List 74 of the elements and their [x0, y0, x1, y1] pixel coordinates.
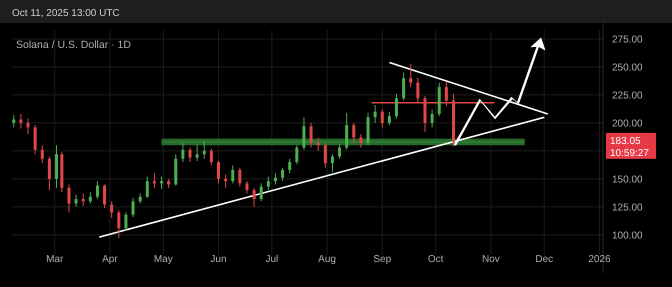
candlestick [88, 192, 92, 204]
x-tick-label: Oct [428, 254, 444, 265]
candlestick [281, 167, 284, 182]
candlestick [103, 184, 106, 208]
candlestick [302, 116, 306, 150]
x-tick-label: Sep [373, 254, 392, 265]
candlestick [288, 158, 292, 174]
y-tick-label: 225.00 [612, 90, 644, 102]
candlestick [132, 197, 135, 218]
candlestick [117, 210, 120, 239]
y-tick-label: 275.00 [612, 34, 644, 46]
x-tick-label: Aug [318, 254, 336, 265]
candlestick [409, 63, 412, 88]
candlestick [160, 176, 164, 190]
candlestick [395, 93, 398, 119]
candlestick [388, 111, 391, 126]
y-tick-label: 250.00 [612, 62, 644, 74]
candlestick [19, 113, 22, 130]
candlestick [338, 144, 342, 160]
candlestick [310, 122, 313, 148]
candlestick [430, 108, 434, 128]
candlestick [74, 194, 78, 208]
candlestick [316, 136, 320, 152]
candlestick [96, 180, 99, 200]
candlestick [48, 156, 51, 191]
x-tick-label: May [154, 254, 173, 265]
candlestick [252, 187, 256, 208]
candlestick [152, 172, 156, 188]
candlestick [40, 144, 44, 164]
candlestick [295, 144, 298, 165]
candlestick [210, 148, 213, 166]
candlestick [124, 212, 128, 231]
x-tick-label: Jun [210, 254, 227, 265]
candlestick [402, 72, 406, 102]
candlestick [196, 144, 199, 162]
candlestick [330, 154, 334, 173]
candlestick [245, 180, 248, 194]
x-tick-label: Dec [535, 254, 554, 265]
candlestick [110, 200, 114, 219]
candlestick [188, 147, 192, 163]
candlestick [26, 118, 30, 135]
candlestick [138, 192, 142, 204]
candlestick [181, 142, 184, 163]
text: Solana / U.S. Dollar · 1D [16, 39, 132, 51]
candlestick [345, 112, 348, 150]
x-tick-label: Jul [266, 254, 278, 265]
candlestick [12, 114, 16, 128]
text: 183.05 [610, 136, 642, 147]
candlestick [266, 176, 270, 191]
text: 10:59:27 [610, 148, 650, 159]
candlestick [146, 176, 149, 198]
candlestick [380, 108, 384, 128]
candlestick [374, 104, 377, 124]
candlestick [231, 164, 234, 184]
candlestick [324, 142, 327, 168]
y-tick-label: 125.00 [612, 202, 644, 214]
candlestick [67, 184, 70, 213]
x-tick-label: Nov [482, 254, 500, 265]
candlestick [34, 124, 37, 155]
candlestick [216, 160, 220, 184]
text: Oct 11, 2025 13:00 UTC [12, 8, 120, 19]
y-tick-label: 150.00 [612, 174, 644, 186]
x-tick-label: Mar [46, 254, 64, 265]
candlestick [352, 122, 356, 144]
candlestick [274, 172, 277, 185]
x-tick-label: Apr [102, 254, 118, 265]
candlestick [82, 192, 85, 206]
y-tick-label: 200.00 [612, 118, 644, 130]
candlestick [359, 134, 362, 148]
candlestick [238, 167, 242, 188]
y-tick-label: 100.00 [612, 230, 644, 242]
candlestick [260, 182, 263, 202]
candlestick [202, 140, 206, 160]
x-tick-label: 2026 [588, 254, 611, 265]
